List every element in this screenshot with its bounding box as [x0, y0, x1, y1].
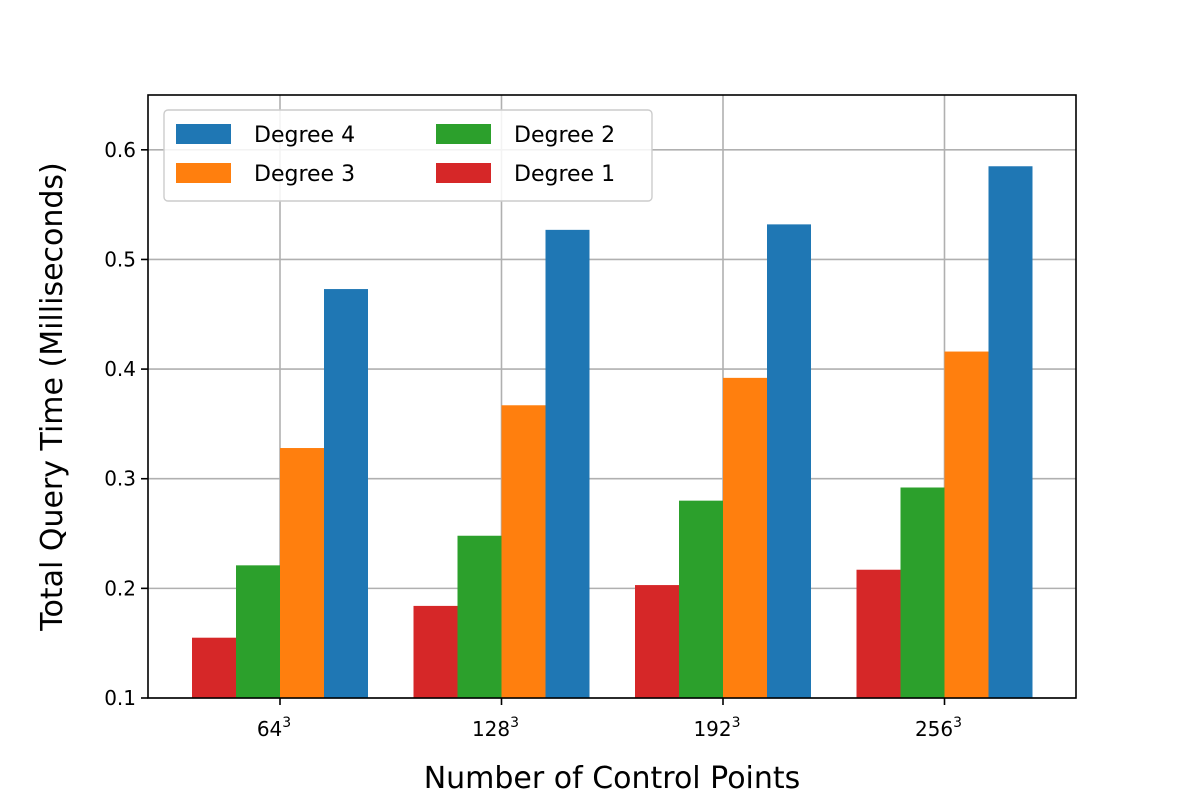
y-tick-label: 0.4 — [104, 357, 136, 381]
legend-label: Degree 2 — [514, 123, 615, 148]
y-axis-label: Total Query Time (Milliseconds) — [35, 162, 70, 632]
x-tick-label: 1923 — [693, 715, 740, 741]
bar-degree-3 — [501, 405, 546, 698]
bar-degree-2 — [900, 487, 945, 698]
x-tick-label: 1283 — [472, 715, 519, 741]
bar-degree-4 — [988, 166, 1033, 698]
y-tick-label: 0.3 — [104, 467, 136, 491]
y-tick-label: 0.6 — [104, 138, 136, 162]
legend: Degree 4 Degree 3 Degree 2 Degree 1 — [163, 109, 653, 202]
bar-degree-4 — [545, 229, 590, 698]
y-tick-label: 0.1 — [104, 686, 136, 710]
plot-frame — [147, 94, 1077, 699]
bar-degree-4 — [324, 289, 368, 698]
bar-degree-3 — [723, 377, 767, 698]
bars — [192, 166, 1033, 698]
bar-degree-1 — [635, 585, 679, 698]
x-tick-label: 643 — [257, 715, 291, 741]
bar-degree-3 — [280, 448, 324, 698]
legend-swatch — [176, 163, 231, 183]
legend-swatch — [436, 163, 491, 183]
y-tick-label: 0.2 — [104, 576, 136, 600]
bar-degree-2 — [236, 565, 280, 698]
axis-ticks: 0.1 0.2 0.3 0.4 0.5 0.6 643 1283 1923 2563 — [104, 138, 962, 741]
bar-degree-1 — [856, 569, 901, 698]
bar-degree-4 — [767, 224, 811, 698]
legend-label: Degree 1 — [514, 162, 615, 187]
bar-degree-1 — [413, 605, 458, 698]
bar-degree-3 — [944, 351, 989, 698]
legend-swatch — [176, 124, 231, 144]
bar-degree-2 — [457, 535, 502, 698]
x-axis-label: Number of Control Points — [424, 761, 801, 796]
bar-degree-2 — [679, 500, 723, 698]
legend-swatch — [436, 124, 491, 144]
legend-label: Degree 3 — [254, 162, 355, 187]
x-tick-label: 2563 — [915, 715, 962, 741]
y-tick-label: 0.5 — [104, 247, 136, 271]
legend-label: Degree 4 — [254, 123, 355, 148]
legend-box — [163, 109, 653, 202]
bar-degree-1 — [192, 637, 236, 698]
